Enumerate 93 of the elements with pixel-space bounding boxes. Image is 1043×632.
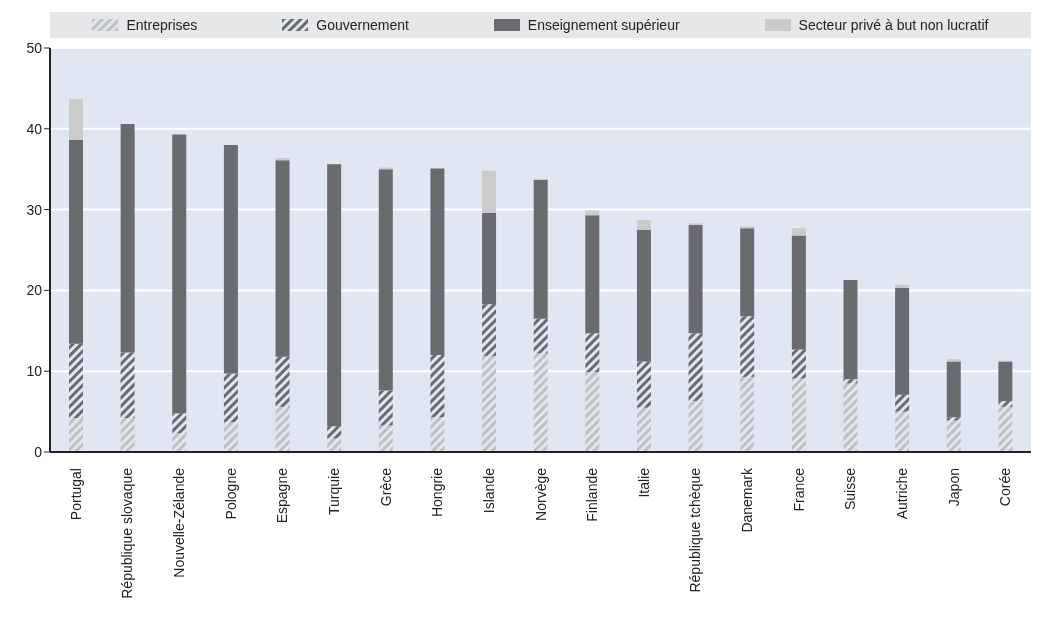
bar <box>327 164 342 427</box>
bar <box>275 160 290 357</box>
bar <box>533 179 548 319</box>
x-tick-label: Danemark <box>739 467 756 533</box>
bar <box>69 140 83 344</box>
x-tick-label: Grèce <box>377 467 394 507</box>
bar <box>378 390 393 426</box>
bar <box>430 417 445 452</box>
bar <box>688 401 703 452</box>
bar <box>636 229 651 362</box>
bar <box>791 349 806 379</box>
x-tick-label: Islande <box>480 467 497 514</box>
bar <box>895 394 910 412</box>
bar <box>223 144 238 374</box>
bar <box>946 420 961 452</box>
bar <box>895 284 910 288</box>
x-tick-label: Turquie <box>325 467 342 515</box>
bar <box>69 98 83 141</box>
bar <box>895 287 910 395</box>
bar <box>998 401 1013 407</box>
bar <box>740 316 755 377</box>
legend-label: Secteur privé à but non lucratif <box>797 17 989 33</box>
x-tick-label: Norvège <box>532 467 549 521</box>
bar <box>585 210 600 216</box>
bar <box>482 304 497 356</box>
bar <box>223 422 238 452</box>
legend-label: Gouvernement <box>315 17 409 33</box>
bar <box>172 433 187 452</box>
x-tick-label: Italie <box>635 467 652 498</box>
bar <box>895 411 910 452</box>
y-tick-label: 10 <box>26 363 43 380</box>
bar <box>378 169 393 391</box>
x-tick-label: Hongrie <box>429 467 446 518</box>
bar <box>172 413 187 434</box>
bar <box>430 168 445 356</box>
x-tick-label: Suisse <box>842 467 859 511</box>
bar <box>740 228 755 317</box>
y-tick-label: 0 <box>34 443 43 460</box>
bar <box>430 355 445 418</box>
bar <box>275 356 290 407</box>
x-tick-label: République tchèque <box>687 467 704 593</box>
bar <box>275 406 290 452</box>
bar <box>69 343 83 419</box>
x-tick-label: Corée <box>997 467 1014 507</box>
y-tick-label: 40 <box>26 120 43 137</box>
bar <box>585 333 600 373</box>
bar <box>946 417 961 421</box>
bar <box>791 228 806 236</box>
x-tick-label: Nouvelle-Zélande <box>171 467 188 578</box>
legend-label: Enseignement supérieur <box>526 17 680 33</box>
x-tick-label: Portugal <box>67 468 84 521</box>
bar <box>327 426 342 439</box>
x-tick-label: Autriche <box>893 467 910 520</box>
bar <box>172 134 187 414</box>
bar <box>120 123 135 353</box>
bar <box>585 215 600 334</box>
bar <box>843 279 858 380</box>
y-tick-label: 30 <box>26 201 43 218</box>
bar <box>327 438 342 452</box>
bar <box>533 353 548 452</box>
bar <box>946 359 961 362</box>
legend-label: Entreprises <box>125 17 198 33</box>
bar <box>688 224 703 334</box>
bar <box>482 212 497 305</box>
x-tick-label: Japon <box>945 468 962 507</box>
bar <box>482 170 497 213</box>
bar <box>585 372 600 452</box>
x-tick-label: Finlande <box>584 467 601 522</box>
bar <box>843 379 858 384</box>
bar <box>636 407 651 452</box>
bar <box>636 361 651 408</box>
x-tick-label: Pologne <box>222 467 239 520</box>
x-tick-label: Espagne <box>274 467 291 524</box>
bar <box>946 361 961 418</box>
bar <box>223 373 238 423</box>
bar <box>120 418 135 452</box>
bar <box>636 220 651 230</box>
y-tick-label: 20 <box>26 282 43 299</box>
bar <box>740 376 755 452</box>
bar <box>69 418 83 452</box>
bar <box>533 318 548 354</box>
x-tick-label: France <box>790 467 807 512</box>
bar <box>998 361 1013 402</box>
y-tick-label: 50 <box>26 39 43 56</box>
bar <box>688 333 703 402</box>
bar <box>378 425 393 452</box>
x-tick-label: République slovaque <box>119 467 136 599</box>
bar <box>791 235 806 350</box>
bar <box>843 383 858 452</box>
bar <box>482 355 497 452</box>
bar <box>120 352 135 419</box>
bar <box>998 406 1013 452</box>
bar <box>791 378 806 452</box>
